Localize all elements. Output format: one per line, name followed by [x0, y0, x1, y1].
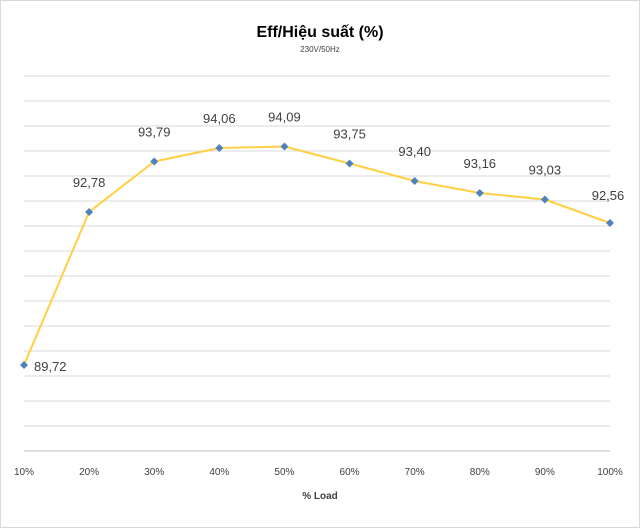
x-axis-title: % Load — [302, 491, 338, 502]
data-point-marker — [280, 142, 289, 151]
chart-title: Eff/Hiệu suất (%) — [256, 24, 383, 41]
gridlines — [24, 75, 610, 427]
data-label: 93,40 — [398, 144, 431, 159]
x-tick-label: 20% — [79, 467, 99, 478]
x-tick-label: 80% — [470, 467, 490, 478]
chart-subtitle: 230V/50Hz — [300, 45, 340, 54]
data-point-marker — [85, 208, 94, 216]
data-point-marker — [540, 195, 549, 204]
data-point-marker — [345, 159, 354, 168]
x-tick-label: 90% — [535, 467, 555, 478]
x-tick-label: 60% — [340, 467, 360, 478]
data-label: 94,09 — [268, 110, 301, 125]
x-tick-label: 50% — [274, 467, 294, 478]
data-point-marker — [475, 189, 484, 197]
data-point-marker — [410, 177, 419, 185]
data-label: 93,75 — [333, 127, 366, 142]
x-tick-label: 70% — [405, 467, 425, 478]
data-label: 93,03 — [529, 163, 562, 178]
series-line — [23, 145, 611, 366]
data-label: 94,06 — [203, 111, 236, 126]
data-labels: 89,72 92,78 93,79 94,06 94,09 93,75 93,40 93,16… — [34, 110, 624, 375]
data-point-marker — [606, 219, 614, 227]
data-label: 89,72 — [34, 359, 67, 374]
x-tick-label: 10% — [14, 467, 34, 478]
x-tick-label: 30% — [144, 467, 164, 478]
x-tick-label: 100% — [597, 467, 623, 478]
x-tick-label: 40% — [209, 467, 229, 478]
data-label: 92,56 — [592, 188, 625, 203]
data-markers — [20, 142, 614, 369]
data-point-marker — [20, 361, 28, 369]
data-point-marker — [150, 157, 159, 166]
data-label: 93,16 — [464, 156, 497, 171]
x-axis-ticks: 10% 20% 30% 40% 50% 60% 70% 80% 90% 100% — [14, 467, 623, 478]
data-point-marker — [215, 144, 224, 152]
data-label: 93,79 — [138, 125, 171, 140]
data-label: 92,78 — [73, 175, 106, 190]
